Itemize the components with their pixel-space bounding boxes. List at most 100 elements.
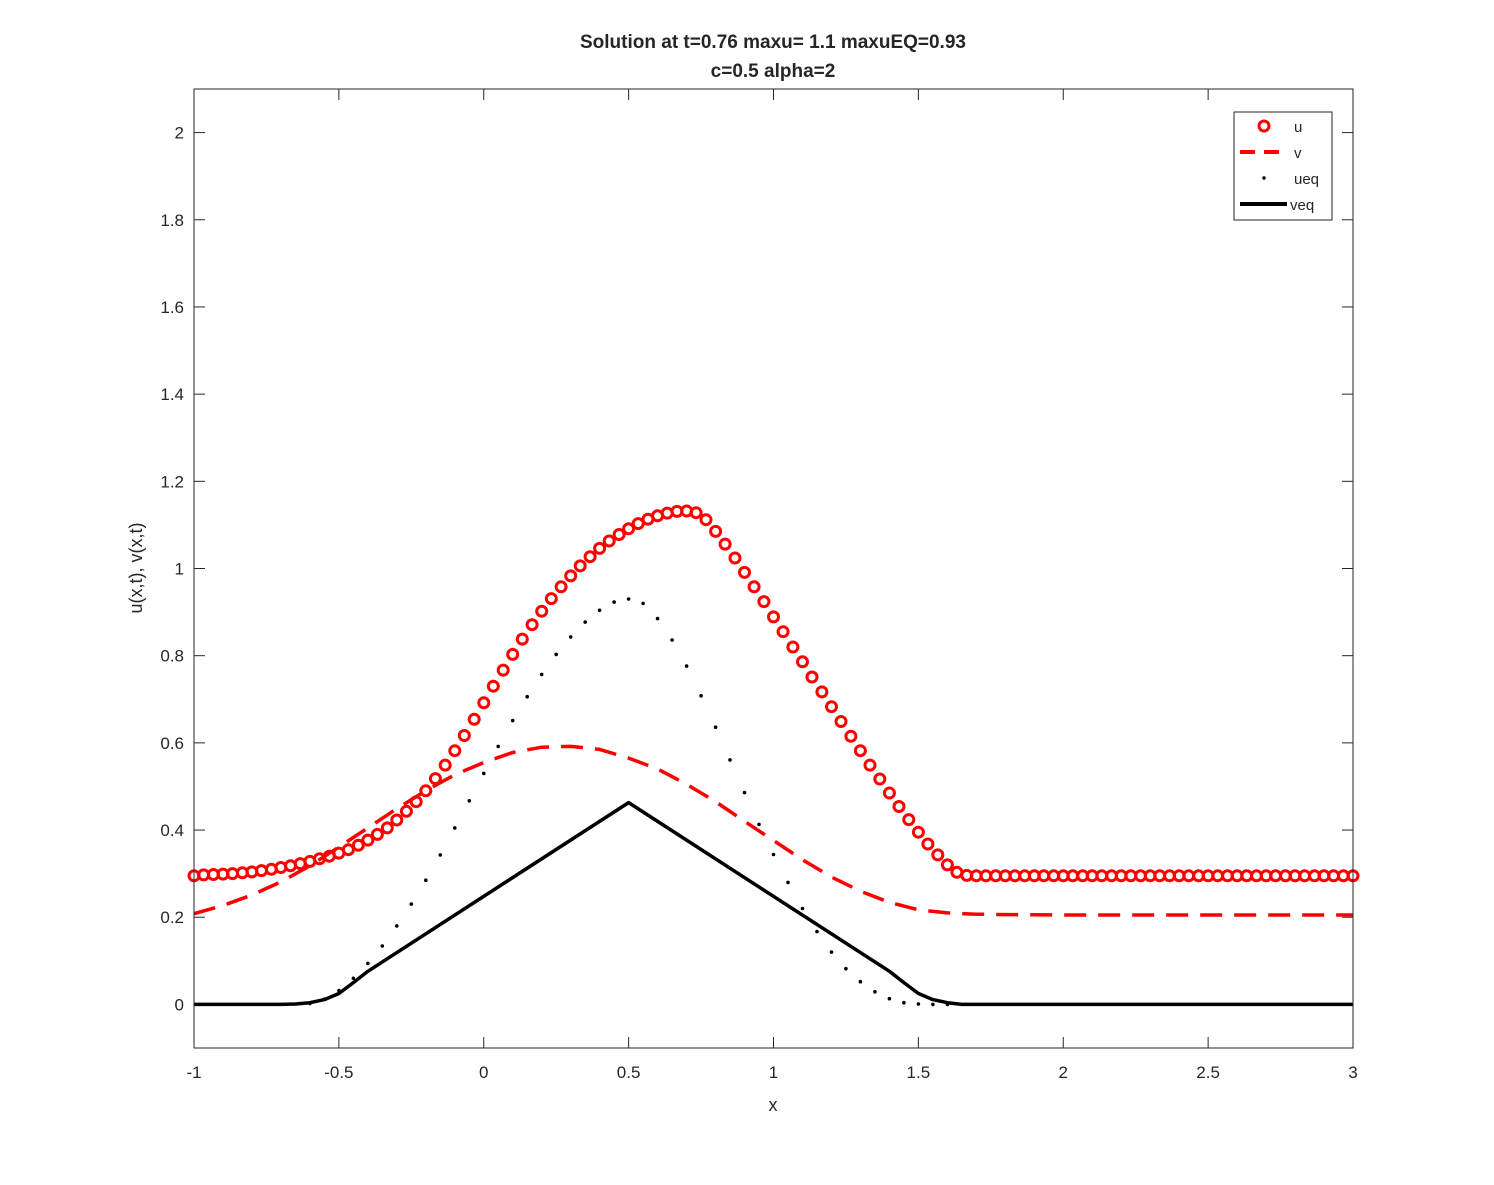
y-tick-labels: 0 0.2 0.4 0.6 0.8 1 1.2 1.4 1.6 1.8 2 [160,124,184,1015]
y-tick-label: 1.4 [160,385,184,404]
chart-title: Solution at t=0.76 maxu= 1.1 maxuEQ=0.93 [580,32,966,53]
series-layer [187,504,1360,1007]
series-u-point [341,843,355,857]
series-u-point [728,551,742,565]
y-tick-label: 0.4 [160,821,184,840]
series-ueq-point [742,790,747,795]
legend-marker-u [1257,119,1271,133]
series-u-point [921,837,935,851]
series-ueq-point [322,997,327,1001]
y-tick-label: 0.6 [160,734,184,753]
series-u-point [776,625,790,639]
series-ueq-point [308,1001,312,1006]
series-u-point [351,838,365,852]
x-tick-label: 2.5 [1196,1063,1220,1082]
series-ueq-point [395,924,399,928]
series-ueq-point [887,996,892,1001]
series-u-point [882,786,896,800]
series-u-point [448,744,462,758]
x-tick-label: 0.5 [617,1063,641,1082]
plot-frame [193,88,1354,1049]
series-u-point [825,700,838,714]
series-ueq-point [496,744,501,749]
series-ueq-point [351,976,356,981]
series-ueq-point [641,601,645,606]
series-u-point [853,744,867,758]
series-u-point [390,813,404,827]
legend-label-veq: veq [1290,197,1314,214]
y-tick-label: 1.8 [160,211,184,230]
series-u-point [631,517,645,531]
series-ueq-point [844,966,848,971]
series-ueq-point [800,906,805,911]
series-ueq-point [873,990,877,994]
series-ueq-point [453,826,457,830]
series-u-point [786,640,800,654]
series-ueq-point [945,1002,950,1007]
series-ueq-point [424,878,428,882]
series-u-point [370,827,384,841]
series-ueq-point [525,694,529,699]
series-u-point [486,679,500,693]
y-tick-label: 2 [175,124,184,143]
series-ueq-point [612,600,616,604]
series-u-point [699,513,713,527]
series-u-point [554,580,568,594]
series-u-point [525,618,539,632]
series-ueq-point [757,822,761,827]
x-tick-label: 3 [1348,1063,1357,1082]
series-ueq-point [380,944,385,948]
series-ueq-point [931,1002,935,1007]
series-u-point [477,696,491,710]
series-u-point [911,825,925,839]
series-ueq-point [554,652,558,657]
series-u-point [583,550,597,564]
legend-label-ueq: ueq [1294,171,1319,188]
series-u-point [496,663,510,677]
series-u-point [863,758,877,772]
legend[interactable]: u v ueq veq [1233,111,1333,221]
series-ueq-point [699,694,703,698]
series-ueq-point [713,725,718,729]
series-u-point [757,595,771,609]
series-u-point [873,772,887,786]
series-u-point [902,813,916,827]
series-ueq-point [771,852,776,857]
y-tick-label: 0.2 [160,908,184,927]
series-ueq-point [482,771,486,776]
chart-subtitle: c=0.5 alpha=2 [711,61,836,82]
series-ueq-point [670,638,674,642]
x-tick-label: 1 [769,1063,778,1082]
series-u-point [515,632,529,646]
series-ueq-point [902,1000,906,1005]
series-u-point [602,534,616,548]
series-ueq-point [655,616,660,621]
series-u-point [815,685,829,699]
series-v-line [193,744,1353,917]
series-ueq-point [858,979,863,984]
y-axis-label: u(x,t), v(x,t) [126,523,146,614]
x-tick-label: -1 [186,1063,201,1082]
x-tick-label: 2 [1059,1063,1068,1082]
series-u-point [399,804,413,818]
series-u-point [467,712,481,726]
series-u-point [622,522,636,536]
series-ueq-point [438,853,443,857]
series-ueq-point [539,672,544,677]
series-ueq-point [829,950,834,954]
series-veq-line [194,800,1353,1007]
series-u-point [940,858,954,872]
series-ueq-point [337,988,341,993]
series-u-point [612,528,626,541]
y-tick-label: 1.6 [160,298,184,317]
series-u [187,504,1360,883]
series-ueq-point [684,664,689,668]
series-u-point [380,821,394,835]
series-ueq-point [583,620,587,624]
series-ueq [308,597,950,1007]
series-u-point [738,565,751,579]
y-tick-label: 0 [175,995,184,1014]
series-u-point [428,772,442,786]
